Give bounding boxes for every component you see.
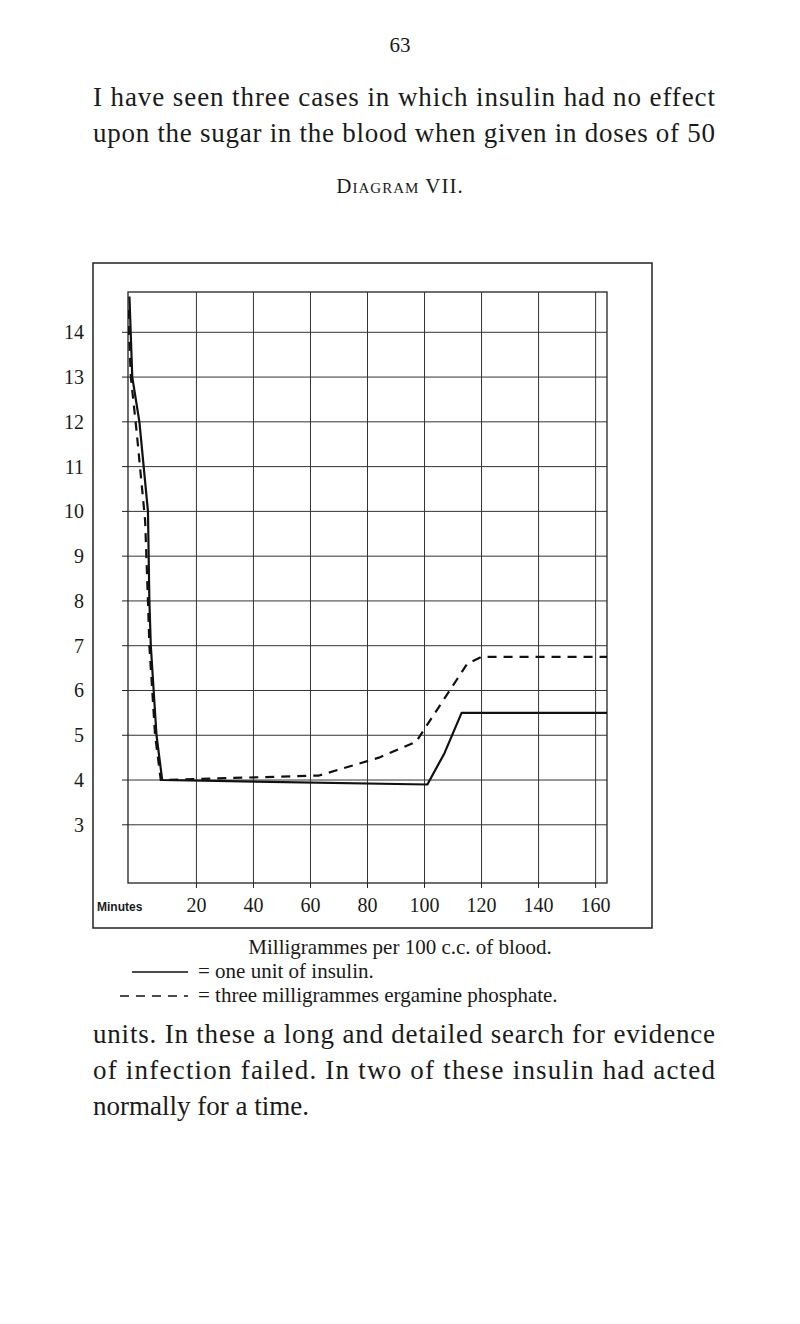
y-tick-label: 6 xyxy=(74,679,84,701)
page: 63I have seen three cases in which insul… xyxy=(0,0,800,1324)
y-tick-label: 11 xyxy=(65,456,84,478)
tick-mark xyxy=(122,824,128,825)
plot-area xyxy=(128,292,607,883)
tick-mark xyxy=(595,883,596,888)
grid-line xyxy=(595,292,596,883)
grid-line xyxy=(253,292,254,883)
text-line: I have seen three cases in which insulin… xyxy=(93,82,715,112)
tick-mark xyxy=(122,421,128,422)
series-line xyxy=(129,296,607,784)
x-tick-label: 20 xyxy=(186,894,206,916)
tick-mark xyxy=(367,883,368,888)
tick-mark xyxy=(481,883,482,888)
tick-mark xyxy=(122,690,128,691)
grid-line xyxy=(538,292,539,883)
text-line: units. In these a long and detailed sear… xyxy=(93,1019,715,1049)
tick-mark xyxy=(122,645,128,646)
text-line: normally for a time. xyxy=(93,1091,309,1121)
y-tick-label: 5 xyxy=(74,724,84,746)
legend-entry: = one unit of insulin. xyxy=(198,959,374,983)
y-tick-label: 14 xyxy=(64,321,84,343)
y-tick-label: 13 xyxy=(64,366,84,388)
series-line xyxy=(128,310,607,780)
x-tick-label: 140 xyxy=(524,894,554,916)
legend-swatch xyxy=(120,995,188,997)
legend-swatch xyxy=(132,971,188,973)
tick-mark xyxy=(122,780,128,781)
tick-mark xyxy=(122,735,128,736)
text-line: upon the sugar in the blood when given i… xyxy=(93,118,715,148)
tick-mark xyxy=(253,883,254,888)
x-tick-label: 60 xyxy=(300,894,320,916)
tick-mark xyxy=(538,883,539,888)
legend-entry: = three milligrammes ergamine phosphate. xyxy=(198,983,558,1007)
y-tick-label: 3 xyxy=(74,814,84,836)
grid-line xyxy=(310,292,311,883)
grid-line xyxy=(424,292,425,883)
x-tick-label: 100 xyxy=(410,894,440,916)
tick-mark xyxy=(122,332,128,333)
plot-data xyxy=(128,296,607,784)
tick-mark xyxy=(122,600,128,601)
y-tick-label: 10 xyxy=(64,500,84,522)
tick-mark xyxy=(196,883,197,888)
y-tick-label: 8 xyxy=(74,590,84,612)
x-tick-label: 120 xyxy=(467,894,497,916)
grid-line xyxy=(196,292,197,883)
tick-mark xyxy=(122,556,128,557)
tick-mark xyxy=(310,883,311,888)
tick-mark xyxy=(424,883,425,888)
page-number: 63 xyxy=(390,33,411,57)
grid-line xyxy=(481,292,482,883)
x-tick-label: 80 xyxy=(358,894,378,916)
tick-mark xyxy=(122,466,128,467)
tick-mark xyxy=(122,511,128,512)
figure-frame xyxy=(93,263,652,928)
x-tick-label: 160 xyxy=(581,894,611,916)
grid-line xyxy=(367,292,368,883)
y-tick-label: 12 xyxy=(64,411,84,433)
text-line: of infection failed. In two of these ins… xyxy=(93,1055,715,1085)
y-axis-label: Milligrammes per 100 c.c. of blood. xyxy=(248,935,551,959)
y-tick-label: 7 xyxy=(74,635,84,657)
y-tick-label: 4 xyxy=(74,769,84,791)
figure-title: Diagram VII. xyxy=(336,174,463,198)
x-axis-label: Minutes xyxy=(97,900,143,914)
y-tick-label: 9 xyxy=(74,545,84,567)
x-tick-label: 40 xyxy=(243,894,263,916)
tick-mark xyxy=(122,377,128,378)
